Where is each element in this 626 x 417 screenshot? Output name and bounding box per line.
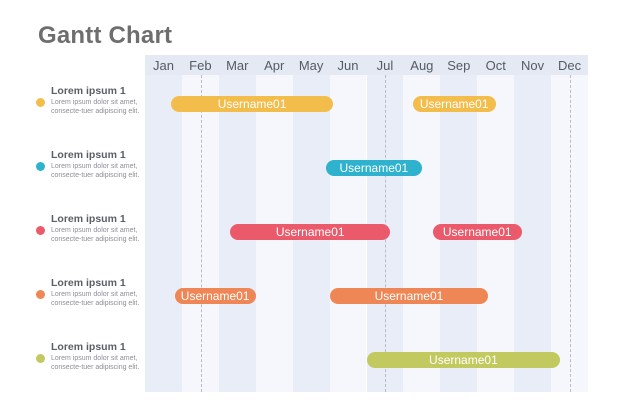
task-bar[interactable]: Username01 — [432, 224, 522, 240]
row-color-dot — [36, 162, 45, 171]
month-label: Sep — [447, 58, 471, 73]
row-heading: Lorem ipsum 1 — [51, 277, 126, 289]
month-header — [145, 55, 588, 75]
month-label: Feb — [189, 58, 212, 73]
task-bar[interactable]: Username01 — [366, 352, 561, 368]
month-column — [181, 75, 219, 392]
task-bar[interactable]: Username01 — [174, 288, 256, 304]
row-heading: Lorem ipsum 1 — [51, 149, 126, 161]
row-heading: Lorem ipsum 1 — [51, 341, 126, 353]
month-label: Jun — [337, 58, 359, 73]
row-color-dot — [36, 354, 45, 363]
row-description: Lorem ipsum dolor sit amet, consecte-tue… — [51, 99, 140, 115]
row-description: Lorem ipsum dolor sit amet, consecte-tue… — [51, 163, 140, 179]
task-bar[interactable]: Username01 — [229, 224, 391, 240]
row-label: Lorem ipsum 1 Lorem ipsum dolor sit amet,… — [36, 341, 141, 381]
month-label: May — [298, 58, 324, 73]
month-label: Dec — [557, 58, 582, 73]
row-description: Lorem ipsum dolor sit amet, consecte-tue… — [51, 291, 140, 307]
row-heading: Lorem ipsum 1 — [51, 85, 126, 97]
task-bar[interactable]: Username01 — [325, 160, 422, 176]
row-label: Lorem ipsum 1 Lorem ipsum dolor sit amet,… — [36, 85, 141, 125]
month-label: Nov — [521, 58, 545, 73]
row-label: Lorem ipsum 1 Lorem ipsum dolor sit amet,… — [36, 277, 141, 317]
row-label: Lorem ipsum 1 Lorem ipsum dolor sit amet,… — [36, 149, 141, 189]
month-label: Jan — [152, 58, 174, 73]
month-label: Aug — [410, 58, 434, 73]
gantt-grid: Jan Feb Mar Apr May Jun Jul Aug Sep Oct Nov Dec User… — [145, 55, 588, 392]
month-label: Jul — [376, 58, 394, 73]
row-color-dot — [36, 98, 45, 107]
month-column — [145, 75, 182, 392]
row-label: Lorem ipsum 1 Lorem ipsum dolor sit amet,… — [36, 213, 141, 253]
row-color-dot — [36, 226, 45, 235]
row-color-dot — [36, 290, 45, 299]
month-column — [551, 75, 588, 392]
row-description: Lorem ipsum dolor sit amet, consecte-tue… — [51, 355, 140, 371]
month-label: Mar — [226, 58, 249, 73]
chart-title: Gantt Chart — [38, 22, 173, 49]
dashed-marker-line — [570, 75, 571, 392]
task-bar[interactable]: Username01 — [329, 288, 489, 304]
row-description: Lorem ipsum dolor sit amet, consecte-tue… — [51, 227, 140, 243]
row-heading: Lorem ipsum 1 — [51, 213, 126, 225]
dashed-marker-line — [200, 75, 202, 392]
task-bar[interactable]: Username01 — [170, 96, 334, 112]
task-bar[interactable]: Username01 — [412, 96, 496, 112]
month-label: Apr — [264, 58, 285, 73]
month-label: Oct — [485, 58, 506, 73]
